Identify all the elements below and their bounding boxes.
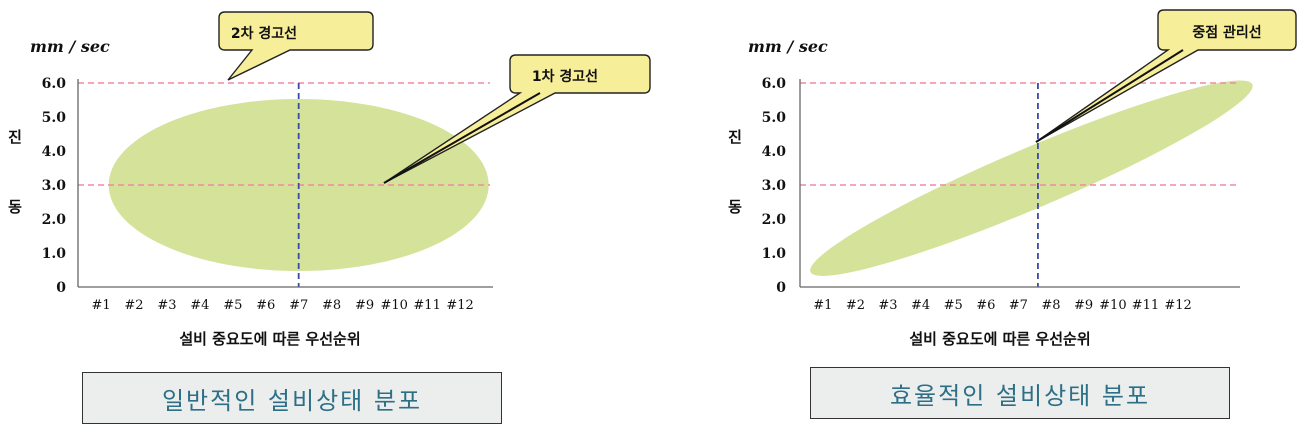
x-tick-label: #6	[256, 298, 275, 313]
y-tick-label: 4.0	[42, 144, 67, 160]
y-tick-labels: 0 1.0 2.0 3.0 4.0 5.0 6.0	[42, 76, 67, 296]
callout-bubble	[383, 54, 651, 184]
x-tick-label: #2	[846, 298, 865, 313]
x-tick-label: #4	[911, 298, 930, 313]
x-tick-label: #8	[1041, 298, 1060, 313]
callout-focus-management: 중점 관리선	[1035, 9, 1297, 143]
y-tick-label: 3.0	[42, 178, 67, 194]
callout-bubble	[1035, 9, 1297, 143]
callout-2nd-warning: 2차 경고선	[218, 11, 374, 81]
y-axis-label-char-2: 동	[8, 198, 22, 216]
y-tick-label: 1.0	[42, 246, 67, 262]
x-tick-label: #5	[223, 298, 242, 313]
callout-pointer-line	[383, 92, 541, 184]
callout-text: 2차 경고선	[231, 25, 297, 42]
y-tick-label: 4.0	[762, 144, 787, 160]
y-tick-label: 6.0	[762, 76, 787, 92]
x-tick-label: #6	[976, 298, 995, 313]
x-tick-label: #7	[1009, 298, 1028, 313]
x-tick-label: #11	[1132, 298, 1159, 313]
x-tick-label: #10	[1099, 298, 1126, 313]
x-tick-label: #12	[446, 298, 473, 313]
callout-bubble	[218, 11, 374, 81]
x-tick-label: #1	[91, 298, 110, 313]
callout-text: 1차 경고선	[532, 68, 598, 85]
x-tick-label: #12	[1164, 298, 1191, 313]
x-tick-label: #8	[322, 298, 341, 313]
x-tick-label: #9	[1074, 298, 1093, 313]
y-tick-label: 0	[56, 280, 66, 296]
chart-title-efficient: 효율적인 설비상태 분포	[810, 367, 1230, 419]
y-axis-label-char-2: 동	[728, 198, 742, 216]
y-tick-label: 5.0	[42, 110, 67, 126]
y-tick-label: 3.0	[762, 178, 787, 194]
y-tick-labels: 0 1.0 2.0 3.0 4.0 5.0 6.0	[762, 76, 787, 296]
chart-title-general: 일반적인 설비상태 분포	[82, 372, 502, 424]
callout-1st-warning: 1차 경고선	[383, 54, 651, 184]
x-tick-label: #4	[190, 298, 209, 313]
x-tick-label: #3	[157, 298, 176, 313]
y-tick-label: 2.0	[42, 212, 67, 228]
y-tick-label: 6.0	[42, 76, 67, 92]
callout-pointer-line	[1035, 49, 1184, 143]
x-tick-labels: #1 #2 #3 #4 #5 #6 #7 #8 #9 #10 #11 #12	[91, 298, 473, 313]
x-tick-labels: #1 #2 #3 #4 #5 #6 #7 #8 #9 #10 #11 #12	[813, 298, 1192, 313]
callout-text: 중점 관리선	[1192, 24, 1261, 41]
y-tick-label: 0	[776, 280, 786, 296]
x-tick-label: #1	[813, 298, 832, 313]
x-tick-label: #9	[355, 298, 374, 313]
x-tick-label: #3	[878, 298, 897, 313]
y-axis-label-char-1: 진	[728, 128, 742, 146]
y-tick-label: 1.0	[762, 246, 787, 262]
x-tick-label: #5	[944, 298, 963, 313]
chart-general-distribution: mm / sec 진 동 01.02.03.04.05.06.0 #1 #2 #3 #…	[8, 11, 651, 348]
x-tick-label: #2	[124, 298, 143, 313]
x-tick-label: #10	[380, 298, 407, 313]
y-unit-label: mm / sec	[748, 37, 828, 56]
y-tick-label: 2.0	[762, 212, 787, 228]
distribution-ellipse	[810, 80, 1253, 276]
x-axis-label: 설비 중요도에 따른 우선순위	[179, 330, 360, 348]
x-tick-label: #7	[289, 298, 308, 313]
y-unit-label: mm / sec	[30, 37, 110, 56]
y-tick-label: 5.0	[762, 110, 787, 126]
chart-efficient-distribution: mm / sec 진 동 01.02.03.04.05.06.0 #1 #2 #3 #…	[728, 9, 1297, 348]
x-axis-label: 설비 중요도에 따른 우선순위	[909, 330, 1090, 348]
y-axis-label-char-1: 진	[8, 128, 22, 146]
x-tick-label: #11	[413, 298, 440, 313]
